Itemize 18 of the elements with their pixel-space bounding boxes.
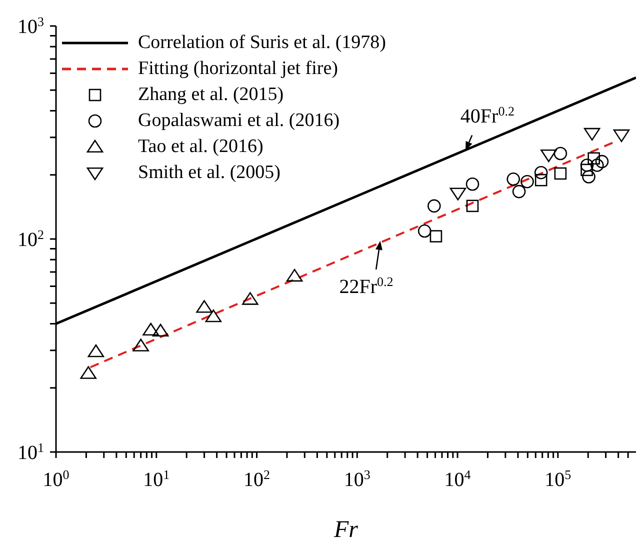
y-tick-label: 10$^{1}$ <box>18 440 44 464</box>
legend-label: Correlation of Suris et al. (1978) <box>138 32 386 53</box>
x-tick-label: 10$^{2}$ <box>244 466 270 491</box>
x-tick-label: 10$^{5}$ <box>544 466 572 491</box>
y-tick-label: 10$^{3}$ <box>18 14 44 38</box>
legend-label: Fitting (horizontal jet fire) <box>138 58 338 79</box>
annotation: 22Fr$^{0.2}$ <box>339 273 394 298</box>
legend-label: Zhang et al. (2015) <box>138 84 284 105</box>
x-axis-title: Fr <box>333 517 359 541</box>
x-tick-label: 10$^{1}$ <box>143 466 170 491</box>
x-tick-label: 10$^{3}$ <box>344 466 370 491</box>
x-tick-label: 10$^{0}$ <box>42 466 70 491</box>
legend-label: Gopalaswami et al. (2016) <box>138 110 340 131</box>
annotation: 40Fr$^{0.2}$ <box>460 103 514 128</box>
legend-label: Tao et al. (2016) <box>138 136 264 157</box>
y-tick-label: 10$^{2}$ <box>18 226 44 251</box>
legend-label: Smith et al. (2005) <box>138 162 280 183</box>
x-tick-label: 10$^{4}$ <box>444 466 472 491</box>
